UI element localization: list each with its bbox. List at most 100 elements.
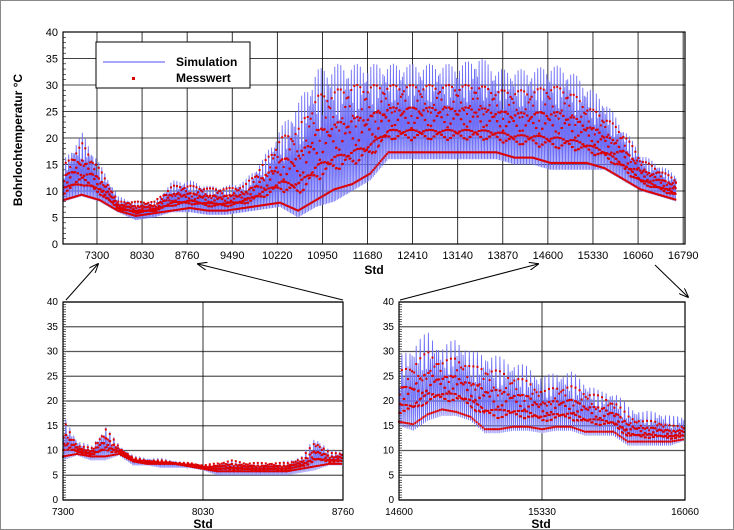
messwert-point	[568, 142, 571, 145]
messwert-point	[495, 135, 498, 138]
messwert-point	[283, 191, 286, 194]
messwert-point	[215, 195, 218, 198]
messwert-point	[94, 197, 97, 200]
messwert-point	[352, 149, 355, 152]
messwert-point	[487, 88, 490, 91]
messwert-point	[464, 106, 467, 109]
messwert-point	[636, 176, 639, 179]
messwert-point	[83, 448, 86, 451]
y-tick-label: 30	[383, 347, 395, 358]
messwert-point	[668, 183, 671, 186]
messwert-point	[524, 425, 527, 428]
messwert-point	[381, 136, 384, 139]
messwert-point	[524, 124, 527, 127]
messwert-point	[598, 423, 601, 426]
messwert-point	[617, 413, 620, 416]
messwert-point	[213, 194, 216, 197]
messwert-point	[107, 197, 110, 200]
messwert-point	[104, 455, 106, 458]
messwert-point	[470, 384, 473, 387]
messwert-point	[103, 448, 106, 451]
messwert-point	[590, 421, 593, 424]
messwert-point	[82, 194, 85, 197]
messwert-point	[476, 97, 479, 100]
messwert-point	[676, 425, 679, 428]
messwert-point	[94, 455, 96, 458]
messwert-point	[595, 415, 598, 418]
messwert-point	[94, 163, 97, 166]
messwert-point	[520, 425, 523, 428]
messwert-point	[213, 204, 216, 207]
messwert-point	[242, 470, 244, 473]
messwert-point	[424, 394, 427, 397]
messwert-point	[496, 428, 499, 431]
messwert-point	[83, 178, 86, 181]
messwert-point	[230, 195, 233, 198]
messwert-point	[401, 404, 404, 407]
messwert-point	[416, 420, 419, 423]
messwert-point	[457, 132, 460, 135]
messwert-point	[297, 462, 300, 465]
messwert-point	[668, 429, 671, 432]
messwert-point	[625, 166, 628, 169]
messwert-point	[456, 151, 459, 154]
messwert-point	[312, 174, 315, 177]
messwert-point	[175, 204, 178, 207]
messwert-point	[642, 179, 645, 182]
messwert-point	[273, 153, 276, 156]
messwert-point	[310, 173, 313, 176]
messwert-point	[105, 437, 108, 440]
messwert-point	[499, 125, 502, 128]
messwert-point	[87, 153, 90, 156]
messwert-point	[411, 139, 414, 142]
messwert-point	[457, 394, 460, 397]
messwert-point	[204, 466, 207, 469]
messwert-point	[379, 135, 382, 138]
messwert-point	[412, 128, 415, 131]
messwert-point	[391, 151, 394, 154]
messwert-point	[272, 172, 275, 175]
messwert-point	[484, 151, 487, 154]
messwert-point	[269, 190, 272, 193]
messwert-point	[668, 196, 671, 199]
messwert-point	[409, 368, 412, 371]
messwert-point	[531, 415, 534, 418]
messwert-point	[362, 147, 365, 150]
messwert-point	[243, 197, 246, 200]
messwert-point	[614, 423, 617, 426]
messwert-point	[410, 405, 413, 408]
messwert-point	[525, 395, 528, 398]
messwert-point	[252, 180, 255, 183]
messwert-point	[92, 173, 95, 176]
messwert-point	[430, 411, 433, 414]
messwert-point	[658, 186, 661, 189]
messwert-point	[230, 199, 233, 202]
messwert-point	[103, 193, 106, 196]
messwert-point	[196, 200, 199, 203]
messwert-point	[657, 434, 660, 437]
messwert-point	[219, 203, 222, 206]
messwert-point	[542, 159, 545, 162]
messwert-point	[433, 119, 436, 122]
messwert-point	[300, 149, 303, 152]
messwert-point	[588, 162, 591, 165]
messwert-point	[222, 188, 225, 191]
messwert-point	[451, 398, 454, 401]
messwert-point	[644, 161, 647, 164]
messwert-point	[458, 130, 461, 133]
messwert-point	[456, 397, 459, 400]
messwert-point	[502, 141, 505, 144]
messwert-point	[472, 97, 475, 100]
messwert-point	[657, 193, 660, 196]
messwert-point	[178, 208, 181, 211]
messwert-point	[165, 204, 168, 207]
messwert-point	[573, 116, 576, 119]
messwert-point	[495, 151, 498, 154]
messwert-point	[564, 161, 567, 164]
messwert-point	[630, 440, 633, 443]
messwert-point	[322, 150, 325, 153]
messwert-point	[467, 398, 470, 401]
messwert-point	[645, 184, 648, 187]
messwert-point	[671, 192, 674, 195]
messwert-point	[638, 160, 641, 163]
